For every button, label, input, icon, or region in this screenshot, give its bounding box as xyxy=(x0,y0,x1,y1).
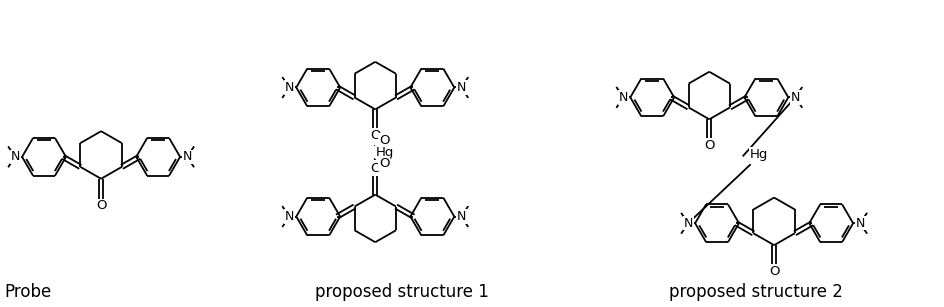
Text: O: O xyxy=(370,162,380,175)
Text: Probe: Probe xyxy=(5,283,52,301)
Text: O: O xyxy=(768,265,779,278)
Text: N: N xyxy=(456,81,465,94)
Text: N: N xyxy=(284,81,294,94)
Text: O: O xyxy=(95,199,107,212)
Text: O: O xyxy=(703,139,714,152)
Text: N: N xyxy=(618,91,628,104)
Text: N: N xyxy=(10,150,20,163)
Text: Hg: Hg xyxy=(376,146,394,158)
Text: N: N xyxy=(182,150,192,163)
Text: N: N xyxy=(456,210,465,223)
Text: O: O xyxy=(379,134,389,147)
Text: N: N xyxy=(683,217,692,230)
Text: O: O xyxy=(379,157,389,170)
Text: proposed structure 2: proposed structure 2 xyxy=(668,283,842,301)
Text: N: N xyxy=(284,210,294,223)
Text: proposed structure 1: proposed structure 1 xyxy=(315,283,489,301)
Text: N: N xyxy=(854,217,864,230)
Text: N: N xyxy=(790,91,800,104)
Text: O: O xyxy=(370,129,380,142)
Text: Hg: Hg xyxy=(749,148,767,161)
